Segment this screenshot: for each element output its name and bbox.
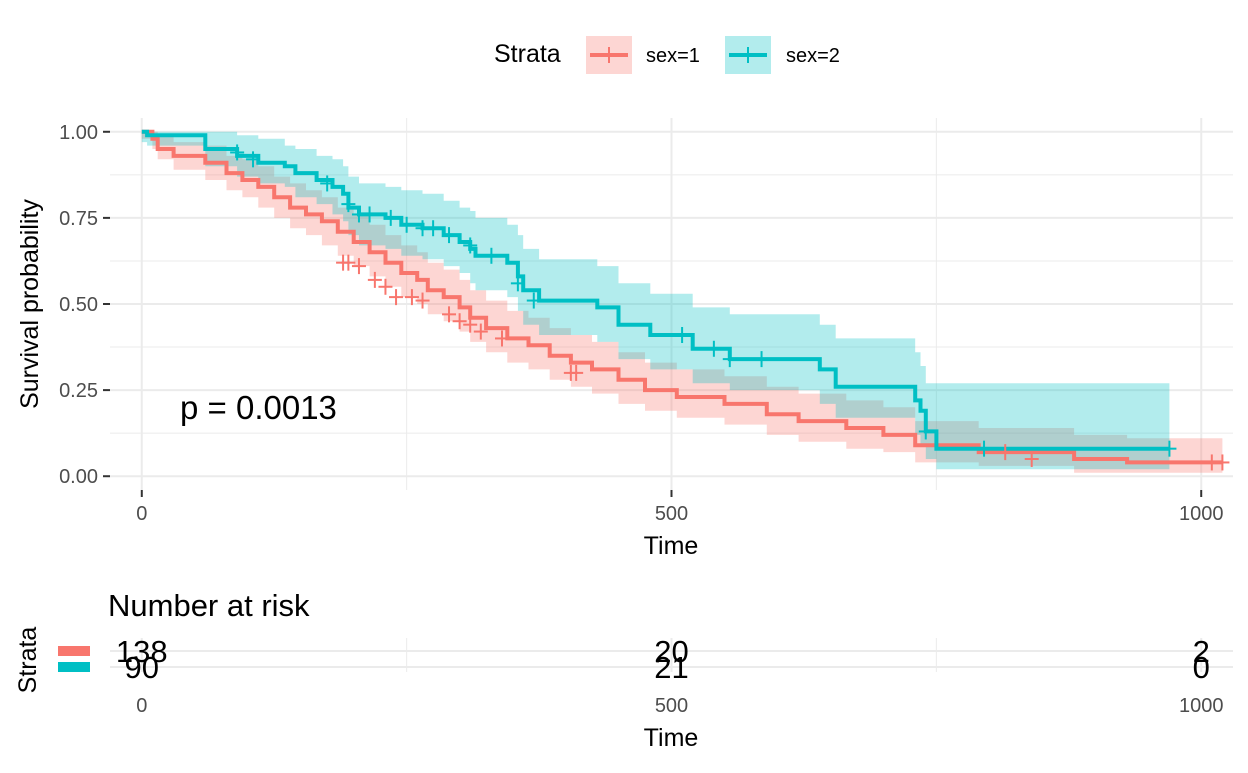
risk-key-sex2 [58, 662, 90, 672]
risk-table-grid [110, 638, 1233, 672]
survival-curve-1 [141, 129, 1223, 465]
x-tick-label: 1000 [1179, 503, 1224, 525]
risk-table-x-title: Time [644, 724, 699, 752]
risk-key-sex1 [58, 646, 90, 656]
y-axis-title: Survival probability [16, 199, 44, 409]
confidence-band-1 [141, 131, 1223, 473]
risk-table-y-title: Strata [14, 627, 42, 694]
y-tick-label: 1.00 [59, 122, 98, 144]
risk-table-strata-keys [58, 646, 90, 672]
main-axes: 0.00 0.25 0.50 0.75 1.00 0 500 1000 [59, 122, 1223, 525]
risk-x-tick-label: 1000 [1179, 695, 1224, 717]
legend-label-sex1: sex=1 [646, 45, 700, 67]
legend-label-sex2: sex=2 [786, 45, 840, 67]
x-axis-title: Time [644, 532, 699, 560]
legend-title: Strata [494, 40, 561, 68]
risk-table-axis: 0 500 1000 [136, 695, 1223, 717]
risk-value-sex2: 0 [1193, 650, 1210, 685]
risk-value-sex2: 21 [654, 650, 688, 685]
y-tick-label: 0.50 [59, 294, 98, 316]
main-grid [110, 118, 1233, 490]
risk-x-tick-label: 500 [655, 695, 688, 717]
p-value-annotation: p = 0.0013 [180, 389, 337, 426]
risk-value-sex1: 20 [654, 634, 688, 669]
x-tick-label: 500 [655, 503, 688, 525]
risk-value-sex1: 2 [1193, 634, 1210, 669]
y-tick-label: 0.25 [59, 380, 98, 402]
risk-value-sex2: 90 [125, 650, 159, 685]
risk-table-title: Number at risk [108, 588, 310, 623]
censor-marks [230, 144, 1230, 471]
y-tick-label: 0.75 [59, 208, 98, 230]
risk-table-values: 138 20 2 90 21 0 [116, 634, 1210, 685]
x-tick-label: 0 [136, 503, 147, 525]
risk-value-sex1: 138 [116, 634, 168, 669]
risk-x-tick-label: 0 [136, 695, 147, 717]
y-tick-label: 0.00 [59, 466, 98, 488]
legend: Strata sex=1 sex=2 [494, 36, 840, 74]
